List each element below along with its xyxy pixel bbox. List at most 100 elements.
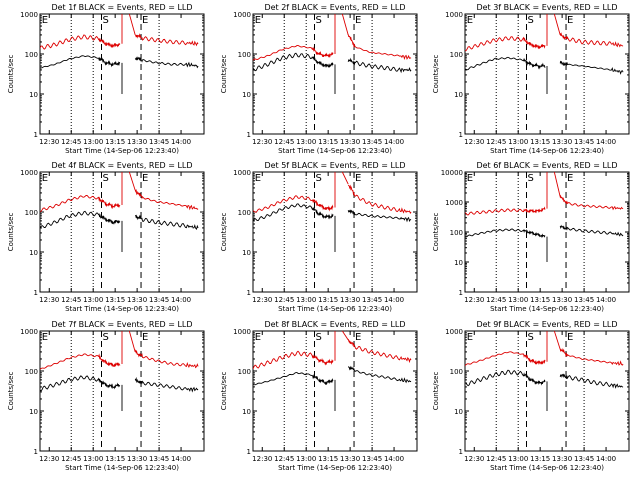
x-tick-label: 13:30 <box>340 296 360 304</box>
y-tick-label: 1 <box>247 131 251 139</box>
panel-det-3: Det 3f BLACK = Events, RED = LLD Counts/s… <box>432 3 630 155</box>
x-tick-label: 13:45 <box>362 138 382 146</box>
x-axis-label: Start Time (14-Sep-06 12:23:40) <box>65 305 179 313</box>
lld-series-line <box>134 349 199 369</box>
x-tick-label: 13:15 <box>105 455 125 463</box>
interval-marker-e: E <box>255 332 261 343</box>
panel-det-9: Det 9f BLACK = Events, RED = LLD Counts/s… <box>432 320 630 472</box>
y-tick-label: 1000 <box>20 11 38 19</box>
y-tick-label: 100 <box>450 368 463 376</box>
y-tick-label: 1 <box>459 131 463 139</box>
x-tick-label: 14:00 <box>171 138 191 146</box>
x-tick-label: 14:00 <box>171 455 191 463</box>
x-tick-label: 14:00 <box>596 138 616 146</box>
x-tick-label: 13:00 <box>508 138 528 146</box>
y-tick-label: 100 <box>25 368 38 376</box>
panel-title: Det 5f BLACK = Events, RED = LLD <box>264 161 405 170</box>
y-tick-label: 100 <box>25 209 38 217</box>
panel-det-2: Det 2f BLACK = Events, RED = LLD Counts/s… <box>220 3 418 155</box>
x-tick-label: 13:15 <box>318 455 338 463</box>
lld-series-line <box>559 194 624 211</box>
interval-marker-e: E <box>255 173 261 184</box>
y-tick-label: 1000 <box>445 199 463 207</box>
interval-marker-e: E <box>42 173 48 184</box>
x-tick-label: 13:45 <box>574 138 594 146</box>
x-tick-label: 14:00 <box>171 296 191 304</box>
lld-series-line <box>40 353 121 370</box>
x-axis-label: Start Time (14-Sep-06 12:23:40) <box>278 147 392 155</box>
panel-title: Det 6f BLACK = Events, RED = LLD <box>476 161 617 170</box>
x-tick-label: 13:30 <box>127 296 147 304</box>
x-tick-label: 12:45 <box>274 455 294 463</box>
events-series-line <box>559 373 624 389</box>
x-tick-label: 13:15 <box>530 455 550 463</box>
x-tick-label: 12:45 <box>61 296 81 304</box>
y-tick-label: 100 <box>238 368 251 376</box>
x-tick-label: 14:00 <box>596 296 616 304</box>
events-series-line <box>347 209 412 223</box>
x-tick-label: 13:45 <box>362 455 382 463</box>
lld-series-line <box>134 189 199 211</box>
panel-title: Det 1f BLACK = Events, RED = LLD <box>51 3 192 12</box>
x-axis-label: Start Time (14-Sep-06 12:23:40) <box>490 464 604 472</box>
y-axis-label: Counts/sec <box>7 372 15 411</box>
x-tick-label: 13:00 <box>83 138 103 146</box>
y-tick-label: 100 <box>238 51 251 59</box>
x-axis-label: Start Time (14-Sep-06 12:23:40) <box>278 305 392 313</box>
y-axis-label: Counts/sec <box>220 213 228 252</box>
x-tick-label: 12:30 <box>252 455 272 463</box>
panel-det-5: Det 5f BLACK = Events, RED = LLD Counts/s… <box>220 161 418 313</box>
y-tick-label: 1000 <box>233 11 251 19</box>
interval-marker-s: S <box>528 173 534 184</box>
events-series-line <box>559 224 624 237</box>
events-series-line <box>40 55 121 69</box>
panel-det-4: Det 4f BLACK = Events, RED = LLD Counts/s… <box>7 161 205 313</box>
x-tick-label: 13:30 <box>340 138 360 146</box>
events-series-line <box>40 375 121 392</box>
y-tick-label: 1000 <box>233 169 251 177</box>
y-tick-label: 1 <box>34 448 38 456</box>
x-tick-label: 13:45 <box>362 296 382 304</box>
x-tick-label: 13:15 <box>105 296 125 304</box>
x-tick-label: 13:00 <box>296 296 316 304</box>
lld-recovery-line <box>553 13 561 36</box>
lld-recovery-line <box>128 171 136 191</box>
interval-marker-e: E <box>142 173 148 184</box>
lld-series-line <box>347 184 412 215</box>
events-series-line <box>40 210 121 229</box>
lld-recovery-line <box>128 330 136 353</box>
interval-marker-e: E <box>467 173 473 184</box>
x-tick-label: 13:00 <box>83 296 103 304</box>
x-tick-label: 13:30 <box>552 455 572 463</box>
x-tick-label: 13:30 <box>340 455 360 463</box>
y-tick-label: 10 <box>454 408 463 416</box>
x-tick-label: 12:45 <box>486 138 506 146</box>
panel-det-7: Det 7f BLACK = Events, RED = LLD Counts/s… <box>7 320 205 472</box>
y-tick-label: 100 <box>450 51 463 59</box>
x-tick-label: 13:00 <box>508 455 528 463</box>
interval-marker-s: S <box>103 15 109 26</box>
events-series-line <box>253 52 334 72</box>
interval-marker-e: E <box>355 173 361 184</box>
y-tick-label: 100 <box>25 51 38 59</box>
events-series-line <box>253 203 334 222</box>
x-tick-label: 13:30 <box>127 455 147 463</box>
x-tick-label: 13:00 <box>508 296 528 304</box>
panel-det-6: Det 6f BLACK = Events, RED = LLD Counts/s… <box>432 161 630 313</box>
x-tick-label: 12:30 <box>464 296 484 304</box>
lld-recovery-line <box>341 13 349 36</box>
x-axis-label: Start Time (14-Sep-06 12:23:40) <box>278 464 392 472</box>
events-series-line <box>465 56 546 71</box>
y-tick-label: 10 <box>29 249 38 257</box>
x-tick-label: 12:30 <box>39 455 59 463</box>
y-tick-label: 1000 <box>445 328 463 336</box>
x-axis-label: Start Time (14-Sep-06 12:23:40) <box>490 305 604 313</box>
y-tick-label: 1 <box>34 289 38 297</box>
y-tick-label: 1 <box>459 289 463 297</box>
x-tick-label: 12:30 <box>464 138 484 146</box>
y-tick-label: 1000 <box>20 169 38 177</box>
lld-recovery-line <box>553 330 561 350</box>
interval-marker-s: S <box>316 15 322 26</box>
x-tick-label: 12:45 <box>61 455 81 463</box>
